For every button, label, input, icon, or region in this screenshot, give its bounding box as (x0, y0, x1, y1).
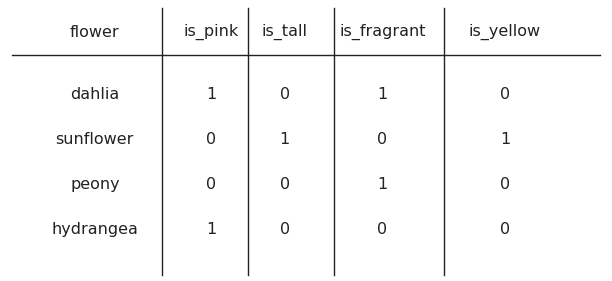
Text: is_pink: is_pink (184, 24, 239, 40)
Text: hydrangea: hydrangea (51, 221, 138, 237)
Text: is_fragrant: is_fragrant (339, 24, 426, 40)
Text: dahlia: dahlia (70, 87, 119, 102)
Text: 0: 0 (206, 176, 216, 192)
Text: 0: 0 (280, 221, 289, 237)
Text: 1: 1 (378, 87, 387, 102)
Text: 1: 1 (378, 176, 387, 192)
Text: 0: 0 (500, 87, 510, 102)
Text: sunflower: sunflower (56, 132, 134, 147)
Text: 0: 0 (500, 221, 510, 237)
Text: is_yellow: is_yellow (469, 24, 541, 40)
Text: 0: 0 (206, 132, 216, 147)
Text: 0: 0 (500, 176, 510, 192)
Text: 1: 1 (500, 132, 510, 147)
Text: 0: 0 (280, 87, 289, 102)
Text: 0: 0 (378, 132, 387, 147)
Text: 1: 1 (206, 87, 216, 102)
Text: flower: flower (70, 25, 120, 40)
Text: 1: 1 (280, 132, 289, 147)
Text: peony: peony (70, 176, 120, 192)
Text: 0: 0 (378, 221, 387, 237)
Text: 1: 1 (206, 221, 216, 237)
Text: is_tall: is_tall (261, 24, 308, 40)
Text: 0: 0 (280, 176, 289, 192)
